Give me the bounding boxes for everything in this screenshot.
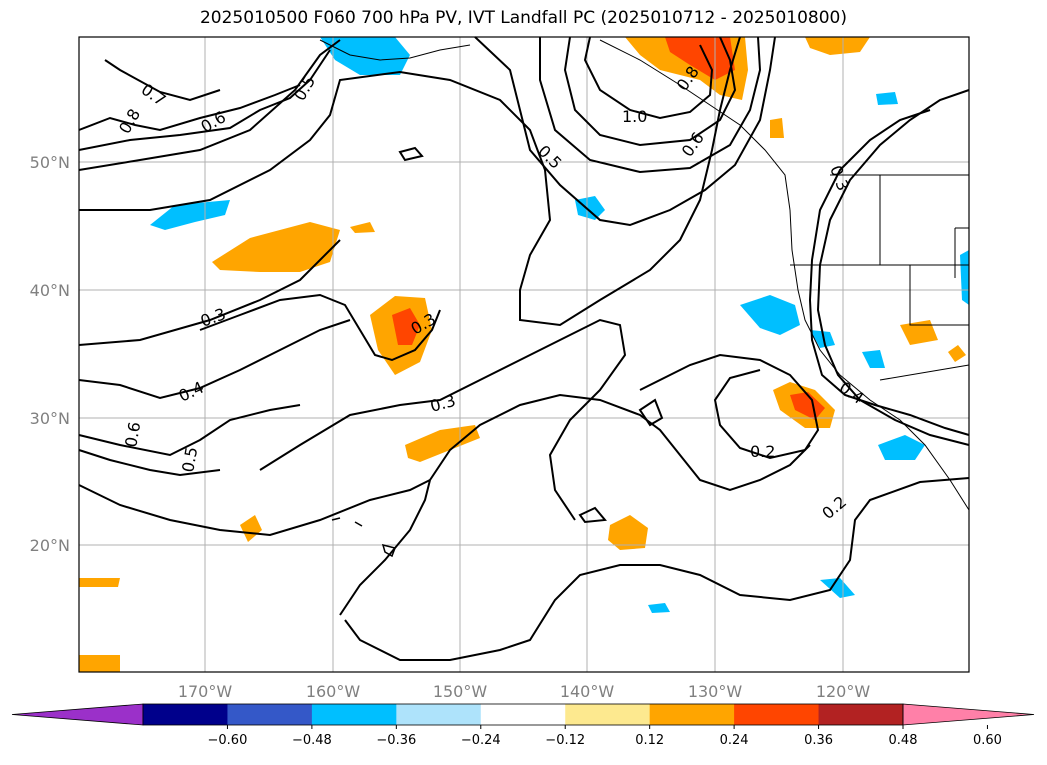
contour-label: 0.6 bbox=[121, 420, 144, 448]
colorbar-segment bbox=[565, 704, 651, 725]
contour-label: 0.2 bbox=[750, 442, 775, 461]
contour-0.6-gulf bbox=[539, 36, 762, 174]
contour-0.2-south bbox=[344, 477, 970, 661]
map-frame bbox=[78, 36, 970, 673]
shade-negative-top bbox=[320, 37, 410, 75]
lat-label: 30°N bbox=[30, 409, 70, 428]
lat-label: 20°N bbox=[30, 536, 70, 555]
colorbar-segment bbox=[818, 704, 904, 725]
contour-0.3-south bbox=[259, 318, 627, 521]
contour-0.8-gulf bbox=[563, 36, 737, 147]
shade-strong-center bbox=[392, 308, 420, 345]
colorbar-tick-label: 0.36 bbox=[804, 733, 833, 748]
shade-positive-bottom-left bbox=[79, 655, 120, 672]
contour-0.7-northwest bbox=[104, 59, 221, 102]
shade-negative-small-7 bbox=[876, 92, 898, 105]
pv-contours bbox=[78, 36, 970, 661]
contour-label: 0.5 bbox=[178, 445, 201, 473]
contour-0.5-lower bbox=[78, 479, 431, 537]
lon-label: 140°W bbox=[560, 682, 615, 701]
shade-positive-right-1 bbox=[900, 320, 938, 345]
colorbar-segment bbox=[311, 704, 397, 725]
contour-0.6-southwest bbox=[78, 404, 301, 457]
colorbar-segment bbox=[143, 704, 228, 725]
lat-label: 40°N bbox=[30, 281, 70, 300]
contour-closed-small-3 bbox=[398, 146, 424, 162]
gridlines bbox=[79, 37, 969, 672]
colorbar-tick-label: 0.48 bbox=[889, 733, 918, 748]
shade-negative-small-6 bbox=[648, 603, 670, 613]
colorbar-extend-low bbox=[11, 703, 144, 726]
contour-0.2-loop bbox=[639, 353, 820, 460]
shade-negative-mid bbox=[575, 196, 605, 220]
shade-positive-left-edge bbox=[79, 578, 120, 587]
shade-positive-west bbox=[212, 222, 340, 272]
latitude-labels: 50°N 40°N 30°N 20°N bbox=[30, 153, 70, 555]
colorbar: −0.60 −0.48 −0.36 −0.24 −0.12 0.12 0.24 0.36 0.4… bbox=[11, 703, 1035, 748]
shade-negative-coast-3 bbox=[862, 350, 885, 368]
lon-label: 170°W bbox=[178, 682, 233, 701]
shade-negative-coast-1 bbox=[740, 295, 800, 335]
shade-positive-south-2 bbox=[240, 515, 262, 542]
colorbar-tick-label: −0.12 bbox=[545, 733, 585, 748]
shade-positive-south-3 bbox=[608, 515, 648, 550]
shade-negative-coast-4 bbox=[878, 435, 925, 460]
contour-0.8-northwest bbox=[78, 84, 301, 132]
colorbar-segment bbox=[480, 704, 566, 725]
shade-positive-small-1 bbox=[350, 222, 375, 233]
lat-label: 50°N bbox=[30, 153, 70, 172]
map-title: 2025010500 F060 700 hPa PV, IVT Landfall… bbox=[199, 8, 847, 28]
lon-label: 130°W bbox=[688, 682, 743, 701]
contour-0.5-outer bbox=[474, 36, 776, 227]
contour-label: 1.0 bbox=[622, 107, 647, 126]
lon-label: 150°W bbox=[433, 682, 488, 701]
lon-label: 120°W bbox=[816, 682, 871, 701]
shade-negative-coast-2 bbox=[810, 330, 835, 348]
colorbar-segment bbox=[227, 704, 313, 725]
colorbar-segment bbox=[396, 704, 482, 725]
contour-closed-small bbox=[638, 398, 664, 427]
map-background bbox=[79, 37, 969, 672]
contour-0.3-east bbox=[808, 109, 970, 436]
colorbar-tick-label: 0.24 bbox=[720, 733, 749, 748]
colorbar-segment bbox=[649, 704, 735, 725]
coastlines bbox=[319, 39, 970, 511]
shaded-regions bbox=[79, 37, 969, 672]
contour-0.3-inner-south bbox=[339, 393, 811, 616]
colorbar-tick-label: −0.48 bbox=[292, 733, 332, 748]
shade-positive-top-right bbox=[805, 37, 870, 55]
contour-1.0-low bbox=[583, 36, 714, 120]
shade-positive-right-2 bbox=[948, 345, 966, 362]
shade-negative-coast-5 bbox=[820, 578, 855, 598]
contour-0.4-west bbox=[78, 319, 351, 400]
colorbar-border bbox=[142, 703, 904, 726]
colorbar-tick-label: 0.12 bbox=[635, 733, 664, 748]
contour-closed-small-2 bbox=[578, 506, 607, 524]
colorbar-extend-high bbox=[902, 703, 1035, 726]
contour-0.3-center-lower bbox=[78, 239, 341, 346]
contour-0.4-coast bbox=[816, 89, 970, 446]
shade-negative-west bbox=[150, 200, 230, 230]
shade-positive-small-8 bbox=[770, 118, 784, 138]
lon-label: 160°W bbox=[306, 682, 361, 701]
colorbar-tick-label: −0.24 bbox=[461, 733, 501, 748]
contour-0.5-southwest bbox=[78, 449, 221, 477]
contour-0.3-center bbox=[199, 293, 441, 362]
shade-positive-south-1 bbox=[405, 425, 480, 462]
shade-strong-gulf-alaska bbox=[665, 37, 735, 80]
contour-0.5-upper bbox=[78, 39, 341, 171]
hawaiian-islands bbox=[331, 517, 396, 558]
colorbar-tick-label: 0.60 bbox=[973, 733, 1002, 748]
colorbar-tick-label: −0.60 bbox=[208, 733, 248, 748]
colorbar-segment bbox=[734, 704, 820, 725]
longitude-labels: 170°W 160°W 150°W 140°W 130°W 120°W bbox=[178, 682, 871, 701]
colorbar-tick-label: −0.36 bbox=[376, 733, 416, 748]
contour-0.5-ridge bbox=[79, 36, 741, 327]
shade-negative-right-edge bbox=[960, 250, 969, 305]
shade-strong-coast bbox=[790, 392, 825, 420]
contour-0.6-northwest bbox=[78, 49, 331, 151]
